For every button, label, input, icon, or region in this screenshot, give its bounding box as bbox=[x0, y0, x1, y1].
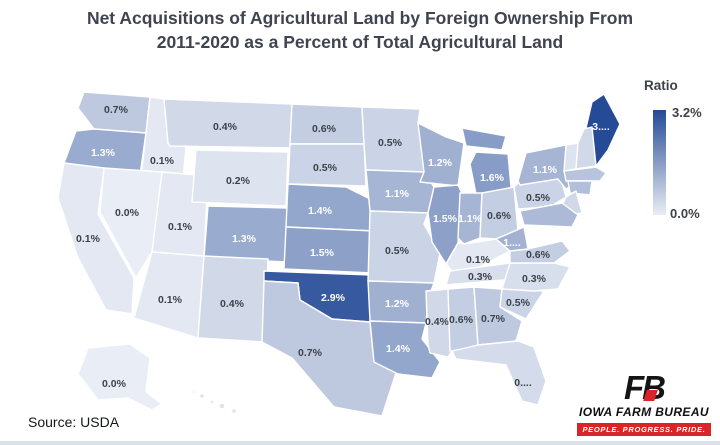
state-MI-part2 bbox=[461, 127, 507, 151]
state-AK bbox=[77, 343, 163, 411]
state-value-label-ID: 0.1% bbox=[150, 155, 175, 167]
state-value-label-GA: 0.7% bbox=[481, 313, 506, 325]
state-value-label-MI: 1.6% bbox=[480, 172, 505, 184]
state-HI-island-3 bbox=[209, 399, 215, 405]
state-IN bbox=[457, 192, 483, 245]
state-WV bbox=[495, 226, 529, 252]
legend-max-label: 3.2% bbox=[672, 105, 702, 120]
state-NH bbox=[575, 126, 597, 170]
iowa-farm-bureau-logo: FB IOWA FARM BUREAU PEOPLE. PROGRESS. PR… bbox=[574, 371, 714, 437]
state-WY bbox=[191, 149, 289, 207]
state-value-label-AK: 0.0% bbox=[102, 378, 127, 390]
chart-title-line2: 2011-2020 as a Percent of Total Agricult… bbox=[156, 32, 564, 53]
state-value-label-NE: 1.4% bbox=[308, 205, 333, 217]
fb-monogram-icon: FB bbox=[624, 371, 666, 404]
state-value-label-LA: 1.4% bbox=[386, 343, 411, 355]
state-value-label-ND: 0.6% bbox=[312, 123, 337, 135]
state-value-label-CA: 0.1% bbox=[76, 233, 101, 245]
state-MT bbox=[163, 98, 293, 149]
state-HI-island-4 bbox=[218, 402, 226, 410]
state-value-label-AZ: 0.1% bbox=[158, 294, 183, 306]
state-MA bbox=[563, 166, 607, 182]
state-value-label-NV: 0.0% bbox=[115, 207, 140, 219]
state-value-label-IL: 1.5% bbox=[433, 213, 458, 225]
state-value-label-SC: 0.5% bbox=[506, 297, 531, 309]
state-value-label-AL: 0.6% bbox=[449, 314, 474, 326]
state-value-label-VA: 0.6% bbox=[526, 249, 551, 261]
legend-gradient-bar bbox=[653, 110, 666, 215]
state-value-label-MN: 0.5% bbox=[378, 137, 403, 149]
state-value-label-MO: 0.5% bbox=[385, 245, 410, 257]
state-value-label-KS: 1.5% bbox=[310, 247, 335, 259]
state-NV bbox=[99, 167, 163, 279]
state-value-label-TN: 0.3% bbox=[468, 271, 493, 283]
state-value-label-WY: 0.2% bbox=[226, 175, 251, 187]
state-value-label-WV: 1.... bbox=[503, 237, 521, 249]
state-value-label-NM: 0.4% bbox=[220, 298, 245, 310]
state-LA bbox=[369, 320, 441, 379]
state-WI bbox=[417, 122, 465, 187]
state-FL bbox=[451, 340, 547, 406]
state-value-label-TX: 0.7% bbox=[298, 347, 323, 359]
state-value-label-IN: 1.1% bbox=[458, 213, 483, 225]
state-HI-island-5 bbox=[230, 407, 238, 415]
chart-title: Net Acquisitions of Agricultural Land by… bbox=[0, 6, 720, 54]
bottom-edge-strip bbox=[0, 441, 720, 445]
state-value-label-FL: 0.... bbox=[514, 377, 532, 389]
state-value-label-NY: 1.1% bbox=[533, 164, 558, 176]
state-value-label-SD: 0.5% bbox=[313, 162, 338, 174]
state-value-label-OH: 0.6% bbox=[487, 210, 512, 222]
state-HI-island-1 bbox=[191, 389, 197, 395]
state-value-label-OK: 2.9% bbox=[321, 292, 346, 304]
state-value-label-UT: 0.1% bbox=[168, 221, 193, 233]
state-value-label-WI: 1.2% bbox=[428, 157, 453, 169]
state-value-label-PA: 0.5% bbox=[526, 192, 551, 204]
state-SD bbox=[287, 143, 367, 187]
state-value-label-KY: 0.1% bbox=[466, 254, 491, 266]
state-value-label-OR: 1.3% bbox=[91, 147, 116, 159]
state-value-label-NC: 0.3% bbox=[522, 273, 547, 285]
state-value-label-IA: 1.1% bbox=[385, 188, 410, 200]
state-value-label-WA: 0.7% bbox=[104, 104, 129, 116]
legend-title: Ratio bbox=[644, 78, 678, 93]
legend-min-label: 0.0% bbox=[670, 206, 700, 221]
state-value-label-MT: 0.4% bbox=[213, 121, 238, 133]
state-value-label-MS: 0.4% bbox=[425, 316, 450, 328]
state-value-label-CO: 1.3% bbox=[232, 233, 257, 245]
state-MD-DE bbox=[519, 202, 579, 228]
chart-title-line1: Net Acquisitions of Agricultural Land by… bbox=[86, 8, 634, 28]
source-note: Source: USDA bbox=[28, 414, 120, 430]
state-value-label-ME: 3.... bbox=[592, 121, 610, 133]
logo-name: IOWA FARM BUREAU bbox=[579, 405, 709, 419]
state-HI-island-2 bbox=[198, 392, 206, 400]
state-value-label-AR: 1.2% bbox=[385, 298, 410, 310]
logo-tagline: PEOPLE. PROGRESS. PRIDE. bbox=[577, 423, 711, 436]
